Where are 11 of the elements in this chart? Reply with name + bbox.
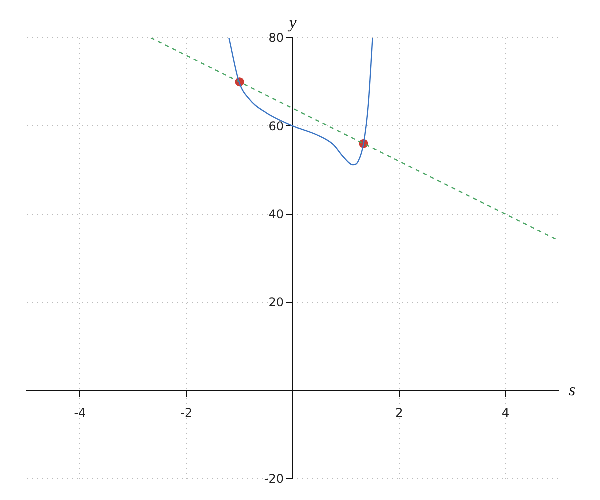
x-tick-label: 4 [502, 406, 510, 420]
x-tick-label: -4 [74, 406, 86, 420]
y-tick-label: 60 [268, 119, 284, 134]
y-tick-label: 40 [268, 208, 284, 222]
x-tick-label: 2 [396, 406, 404, 420]
y-tick-label: 20 [268, 296, 284, 310]
y-tick-label: -20 [264, 472, 284, 486]
y-tick-label: 80 [268, 31, 284, 46]
x-axis-title: s [569, 380, 576, 400]
y-axis-title: y [287, 12, 298, 32]
x-tick-label: -2 [180, 406, 193, 420]
